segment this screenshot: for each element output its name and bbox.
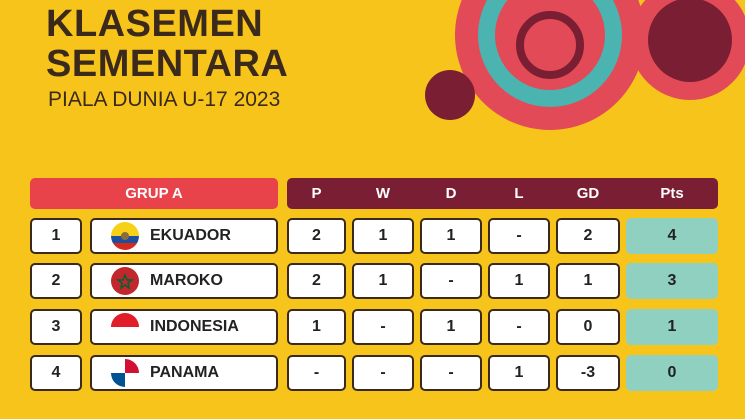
- column-header: D: [445, 185, 457, 202]
- column-header: Pts: [660, 185, 684, 202]
- stat-cell: 1: [352, 263, 414, 299]
- stat-cell: -: [287, 355, 346, 391]
- rank-cell: 4: [30, 355, 82, 391]
- team-cell: INDONESIA: [90, 309, 278, 345]
- stat-cell: 1: [352, 218, 414, 254]
- stat-cell: -: [488, 218, 550, 254]
- flag: [111, 222, 139, 250]
- title-line: KLASEMEN: [46, 3, 264, 45]
- rank-cell: 1: [30, 218, 82, 254]
- team-cell: PANAMA: [90, 355, 278, 391]
- stat-cell: 1: [488, 355, 550, 391]
- stat-cell: -: [352, 355, 414, 391]
- column-header: L: [514, 185, 524, 202]
- stat-cell: 2: [287, 263, 346, 299]
- flag: [111, 313, 139, 341]
- group-header: GRUP A: [30, 178, 278, 209]
- rank-cell: 2: [30, 263, 82, 299]
- decoration: [425, 0, 745, 130]
- points-cell: 0: [626, 355, 718, 391]
- stat-cell: 1: [488, 263, 550, 299]
- column-header: GD: [576, 185, 600, 202]
- column-header-bar: [287, 178, 718, 209]
- rank-cell: 3: [30, 309, 82, 345]
- column-header: P: [311, 185, 322, 202]
- stat-cell: 1: [556, 263, 620, 299]
- column-header: W: [375, 185, 391, 202]
- team-cell: EKUADOR: [90, 218, 278, 254]
- stat-cell: 1: [287, 309, 346, 345]
- stat-cell: 2: [287, 218, 346, 254]
- stat-cell: -: [420, 355, 482, 391]
- points-cell: 4: [626, 218, 718, 254]
- stat-cell: 1: [420, 309, 482, 345]
- flag: [111, 359, 139, 387]
- flag: [111, 267, 139, 295]
- points-cell: 1: [626, 309, 718, 345]
- title-line: SEMENTARA: [46, 43, 289, 85]
- stat-cell: -: [352, 309, 414, 345]
- points-cell: 3: [626, 263, 718, 299]
- stat-cell: -3: [556, 355, 620, 391]
- stat-cell: 1: [420, 218, 482, 254]
- stat-cell: -: [488, 309, 550, 345]
- stat-cell: 2: [556, 218, 620, 254]
- stat-cell: 0: [556, 309, 620, 345]
- team-cell: MAROKO: [90, 263, 278, 299]
- stat-cell: -: [420, 263, 482, 299]
- subtitle: PIALA DUNIA U-17 2023: [48, 88, 281, 111]
